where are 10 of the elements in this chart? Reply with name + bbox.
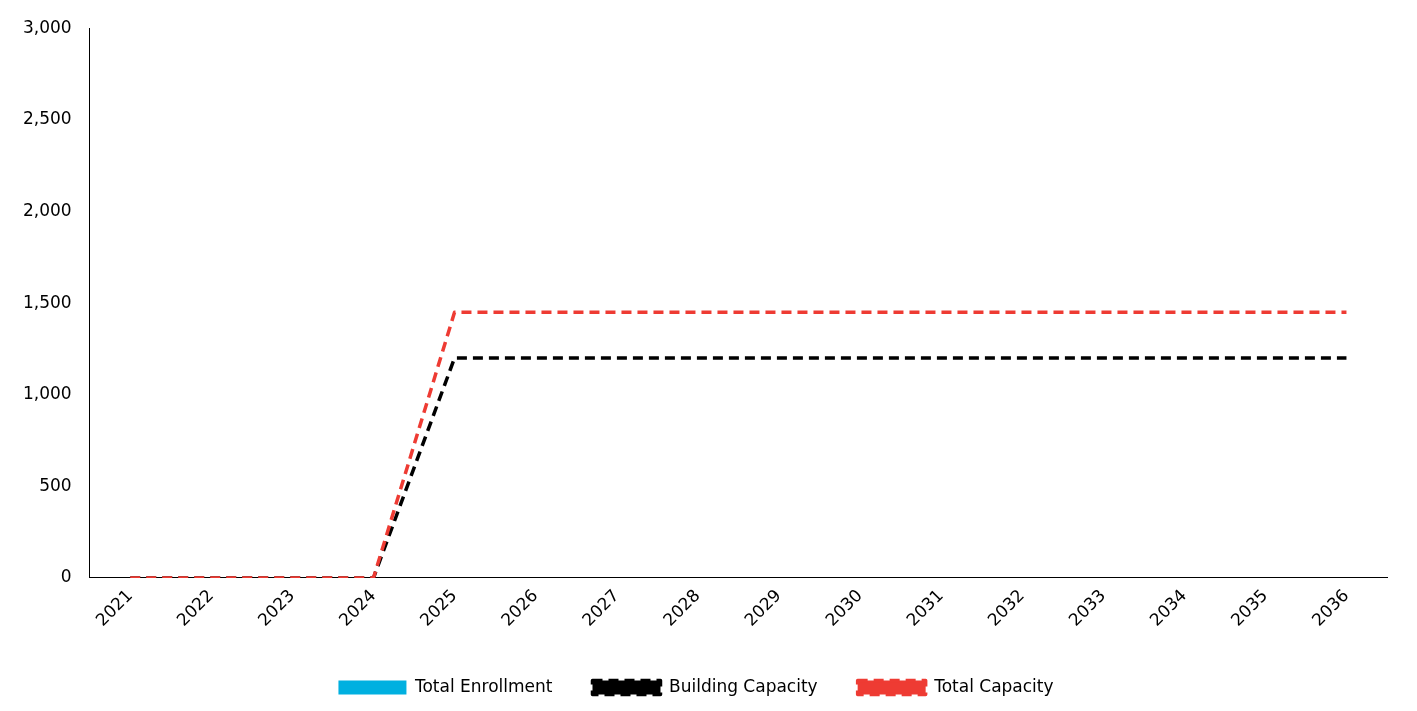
legend-label: Total Enrollment (413, 675, 553, 696)
y-tick-label: 3,000 (23, 16, 72, 37)
y-tick-label: 2,000 (23, 199, 72, 220)
y-tick-label: 2,500 (23, 108, 72, 129)
legend-label: Total Capacity (933, 675, 1054, 696)
y-tick-label: 1,000 (23, 383, 72, 404)
y-tick-label: 0 (60, 566, 72, 587)
legend-label: Building Capacity (668, 675, 818, 696)
y-tick-label: 1,500 (23, 291, 72, 312)
y-tick-label: 500 (39, 474, 72, 495)
